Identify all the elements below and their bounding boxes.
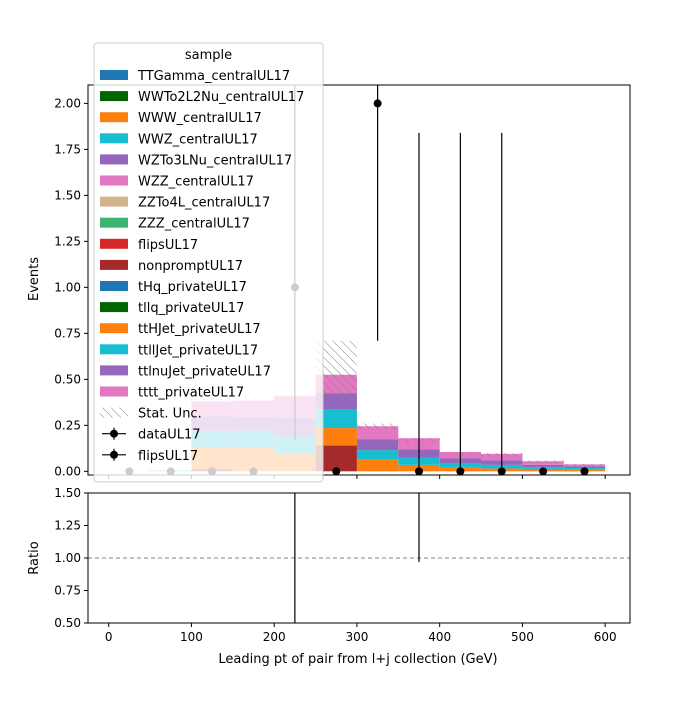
legend-label-10: tHq_privateUL17 — [138, 280, 247, 295]
top-y-tick-label-4: 1.00 — [54, 280, 81, 294]
bar-2-6 — [356, 450, 399, 460]
legend-marker-17 — [110, 429, 118, 438]
data-point-11 — [580, 467, 589, 476]
legend-swatch-1 — [100, 91, 128, 102]
legend-swatch-8 — [100, 238, 128, 249]
legend-label-0: TTGamma_centralUL17 — [137, 69, 290, 84]
bar-3-5 — [315, 393, 357, 410]
x-axis-label: Leading pt of pair from l+j collection (… — [218, 652, 497, 667]
x-tick-label-6: 600 — [594, 630, 617, 644]
bar-1-6 — [356, 459, 399, 472]
legend-label-3: WWZ_centralUL17 — [138, 132, 258, 147]
bottom-y-tick-label-4: 1.50 — [54, 486, 81, 500]
legend-swatch-15 — [100, 386, 128, 397]
top-plot-frame — [87, 84, 631, 476]
top-y-tick-label-1: 0.25 — [54, 418, 81, 432]
top-y-tick-label-3: 0.75 — [54, 326, 81, 340]
bar-1-5 — [315, 428, 357, 446]
legend-swatch-7 — [100, 217, 128, 228]
bottom-plot-frame — [87, 492, 631, 624]
data-point-8 — [456, 467, 465, 476]
bar-3-11 — [563, 466, 606, 469]
bar-2-5 — [315, 409, 357, 429]
legend-label-14: ttlnuJet_privateUL17 — [138, 364, 271, 379]
legend-marker-18 — [110, 450, 118, 459]
legend: sample TTGamma_centralUL17 WWTo2L2Nu_centr… — [93, 42, 324, 483]
legend-label-1: WWTo2L2Nu_centralUL17 — [138, 90, 304, 105]
legend-swatch-11 — [100, 302, 128, 313]
legend-box — [93, 42, 324, 483]
top-y-axis-label: Events — [27, 257, 42, 301]
bottom-y-axis-label: Ratio — [27, 541, 42, 574]
legend-swatch-3 — [100, 133, 128, 144]
legend-swatch-13 — [100, 344, 128, 355]
legend-swatch-5 — [100, 175, 128, 186]
legend-label-17: dataUL17 — [138, 428, 201, 443]
legend-label-9: nonpromptUL17 — [138, 259, 243, 274]
data-point-7 — [414, 467, 423, 476]
bar-3-10 — [522, 464, 564, 468]
bar-4-6 — [356, 426, 399, 440]
legend-swatch-14 — [100, 365, 128, 376]
legend-swatch-12 — [100, 323, 128, 334]
legend-label-12: ttHJet_privateUL17 — [138, 322, 261, 337]
stat-unc-band-10 — [522, 460, 564, 464]
bottom-y-tick-label-0: 0.50 — [54, 616, 81, 630]
legend-swatch-10 — [100, 281, 128, 291]
bottom-y-tick-label-2: 1.00 — [54, 551, 81, 565]
data-point-6 — [373, 99, 382, 108]
data-point-5 — [332, 467, 341, 476]
top-y-tick-label-7: 1.75 — [54, 142, 81, 156]
x-tick-label-0: 0 — [105, 630, 113, 644]
bottom-panel: 0.50 0.75 1.00 1.25 1.50 0 100 200 300 400 500 600 — [54, 486, 631, 644]
x-tick-label-4: 400 — [428, 630, 451, 644]
top-y-tick-label-5: 1.25 — [54, 234, 81, 248]
legend-label-11: tllq_privateUL17 — [138, 301, 244, 316]
x-tick-label-1: 100 — [180, 630, 203, 644]
legend-label-18: flipsUL17 — [138, 449, 198, 464]
legend-swatch-0 — [100, 70, 128, 80]
top-y-tick-label-6: 1.50 — [54, 188, 81, 202]
legend-swatch-6 — [100, 196, 128, 207]
legend-label-15: tttt_privateUL17 — [138, 386, 244, 401]
stat-unc-band-11 — [563, 463, 606, 466]
bottom-y-tick-label-3: 1.25 — [54, 519, 81, 533]
legend-label-4: WZTo3LNu_centralUL17 — [138, 153, 292, 168]
stat-unc-band-6 — [356, 423, 399, 430]
legend-label-13: ttllJet_privateUL17 — [138, 343, 258, 358]
legend-swatch-9 — [100, 259, 128, 270]
top-y-tick-label-0: 0.00 — [54, 464, 81, 478]
legend-swatch-2 — [100, 112, 128, 123]
x-tick-label-3: 300 — [345, 630, 368, 644]
legend-label-16: Stat. Unc. — [138, 407, 202, 422]
legend-swatch-16 — [100, 407, 128, 418]
data-point-9 — [497, 467, 506, 476]
legend-label-6: ZZTo4L_centralUL17 — [138, 196, 270, 211]
legend-label-5: WZZ_centralUL17 — [138, 175, 254, 190]
legend-label-8: flipsUL17 — [138, 238, 198, 253]
top-y-tick-label-8: 2.00 — [54, 96, 81, 110]
x-tick-label-2: 200 — [263, 630, 286, 644]
bar-3-6 — [356, 439, 399, 451]
data-point-10 — [539, 467, 548, 476]
legend-label-2: WWW_centralUL17 — [138, 111, 262, 126]
legend-label-7: ZZZ_centralUL17 — [138, 217, 250, 232]
legend-title: sample — [185, 48, 232, 63]
x-tick-label-5: 500 — [511, 630, 534, 644]
legend-swatch-4 — [100, 154, 128, 165]
top-y-tick-label-2: 0.50 — [54, 372, 81, 386]
bottom-y-tick-label-1: 0.75 — [54, 584, 81, 598]
